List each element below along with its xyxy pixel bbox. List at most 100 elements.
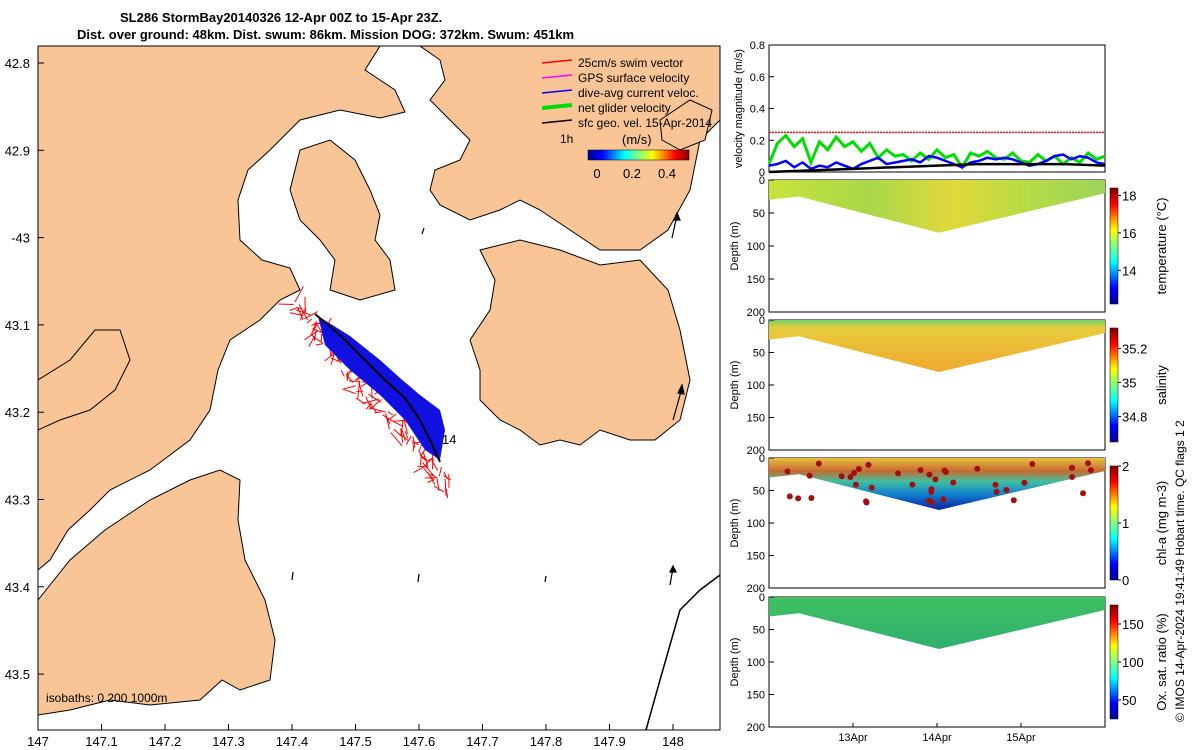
chl-sample-dot bbox=[993, 488, 1000, 495]
chl-sample-dot bbox=[847, 474, 854, 481]
map-y-tick-label: -43 bbox=[11, 231, 30, 246]
swim-vector bbox=[369, 402, 377, 413]
section-colorbar-label: chl-a (mg m-3) bbox=[1154, 481, 1169, 566]
section-colorbar bbox=[1109, 327, 1119, 443]
section-colorbar bbox=[1109, 604, 1119, 720]
map-y-tick-label: 43.2 bbox=[5, 405, 30, 420]
section-y-tick-label: 150 bbox=[747, 690, 765, 702]
section-y-tick-label: 150 bbox=[747, 551, 765, 563]
chl-sample-dot bbox=[784, 468, 791, 475]
section-y-tick-label: 100 bbox=[747, 518, 765, 530]
section-y-tick-label: 0 bbox=[759, 592, 765, 604]
chl-sample-dot bbox=[853, 481, 860, 488]
chl-sample-dot bbox=[928, 499, 935, 506]
section-y-label: Depth (m) bbox=[729, 499, 741, 548]
map-frame bbox=[37, 45, 721, 731]
swim-vector bbox=[298, 304, 308, 321]
section-y-tick-label: 0 bbox=[759, 315, 765, 327]
swim-vector bbox=[438, 466, 442, 477]
speed-colorbar-tick: 0.4 bbox=[658, 166, 676, 181]
copyright-text: © IMOS 14-Apr-2024 19:41:49 Hobart time.… bbox=[1173, 420, 1187, 722]
land-island-north bbox=[659, 99, 713, 151]
speed-colorbar: (m/s) 1h 0 0.2 0.4 bbox=[560, 132, 690, 181]
map-x-ticks: 147 147.1 147.2 147.3 147.4 147.5 147.6 147.7 14… bbox=[27, 724, 684, 749]
velocity-series-2 bbox=[768, 153, 1106, 171]
section-y-tick-label: 100 bbox=[747, 657, 765, 669]
section-y-tick-label: 200 bbox=[747, 445, 765, 457]
chl-sample-dot bbox=[786, 493, 793, 500]
chl-sample-dot bbox=[863, 499, 870, 506]
swim-vector bbox=[422, 462, 435, 477]
swim-vector bbox=[310, 320, 318, 336]
speed-colorbar-gradient bbox=[587, 149, 690, 161]
map-x-tick-label: 147 bbox=[27, 734, 49, 749]
chl-sample-dot bbox=[917, 467, 924, 474]
map-y-ticks: 42.8 42.9 -43 43.1 43.2 43.3 43.4 43.5 bbox=[5, 56, 44, 682]
speed-colorbar-tick: 0.2 bbox=[623, 166, 641, 181]
sfc-geo-arrows bbox=[291, 211, 685, 586]
legend-label: GPS surface velocity bbox=[578, 71, 689, 85]
chl-sample-dot bbox=[1069, 464, 1076, 471]
velocity-y-tick-label: 0 bbox=[759, 167, 765, 179]
velocity-y-tick-label: 0.6 bbox=[750, 72, 765, 84]
section-y-tick-label: 0 bbox=[759, 453, 765, 465]
section-colorbar-tick-label: 18 bbox=[1122, 188, 1136, 203]
swim-vector bbox=[387, 411, 393, 416]
chl-sample-dot bbox=[941, 467, 948, 474]
chl-sample-dot bbox=[795, 495, 802, 502]
swim-vector bbox=[315, 343, 324, 346]
section-y-tick-label: 200 bbox=[747, 583, 765, 595]
swim-vector bbox=[320, 334, 323, 342]
chl-sample-dot bbox=[808, 494, 815, 501]
swim-vector bbox=[417, 465, 429, 468]
chl-sample-dot bbox=[974, 465, 981, 472]
velocity-panel: 0 0.2 0.4 0.6 0.8 velocity magnitude (m/s) bbox=[733, 40, 1106, 179]
land-forestier bbox=[469, 239, 691, 446]
track-label: 14 bbox=[442, 432, 456, 447]
swim-vector bbox=[427, 471, 436, 485]
section-data-salinity bbox=[769, 320, 1105, 372]
swim-vector bbox=[404, 430, 409, 439]
legend-label: dive-avg current veloc. bbox=[578, 86, 699, 100]
title-line-1: SL286 StormBay20140326 12-Apr 00Z to 15-… bbox=[120, 10, 442, 25]
title-line-2: Dist. over ground: 48km. Dist. swum: 86k… bbox=[77, 27, 574, 42]
legend-label: net glider velocity bbox=[578, 101, 671, 115]
section-y-tick-label: 200 bbox=[747, 722, 765, 734]
map-x-tick-label: 147.5 bbox=[339, 734, 372, 749]
swim-vector bbox=[289, 307, 297, 311]
land-west bbox=[38, 46, 406, 571]
chl-sample-dot bbox=[1029, 460, 1036, 467]
isobaths-label: isobaths: 0 200 1000m bbox=[46, 691, 167, 705]
isobath-line bbox=[645, 574, 721, 731]
velocity-axes-frame bbox=[768, 44, 1106, 173]
chl-sample-dot bbox=[1010, 497, 1017, 504]
section-x-tick-label: 13Apr bbox=[838, 732, 868, 744]
swim-vector bbox=[358, 382, 364, 397]
swim-vector bbox=[390, 432, 403, 447]
swim-vector bbox=[296, 307, 304, 321]
swim-vector bbox=[343, 385, 356, 390]
chl-sample-dot bbox=[1087, 467, 1094, 474]
section-colorbar-tick-label: 14 bbox=[1122, 263, 1136, 278]
section-y-tick-label: 100 bbox=[747, 241, 765, 253]
swim-vector bbox=[419, 456, 422, 466]
section-y-tick-label: 0 bbox=[759, 175, 765, 187]
chl-sample-dot bbox=[1003, 486, 1010, 493]
swim-vector bbox=[413, 465, 426, 473]
velocity-y-label: velocity magnitude (m/s) bbox=[733, 49, 745, 168]
map-x-tick-label: 147.8 bbox=[530, 734, 563, 749]
chl-sample-dot bbox=[1080, 490, 1087, 497]
chl-sample-dot bbox=[926, 471, 933, 478]
velocity-y-tick-label: 0.2 bbox=[750, 135, 765, 147]
swim-vector bbox=[312, 324, 318, 332]
map-x-tick-label: 148 bbox=[662, 734, 684, 749]
map-x-tick-label: 147.9 bbox=[593, 734, 626, 749]
swim-vector bbox=[403, 418, 408, 434]
section-colorbar-tick-label: 1 bbox=[1122, 516, 1129, 531]
section-colorbar-tick-label: 2 bbox=[1122, 459, 1129, 474]
speed-colorbar-unit: (m/s) bbox=[622, 132, 652, 147]
section-colorbar-tick-label: 35 bbox=[1122, 375, 1136, 390]
map-x-tick-label: 147.6 bbox=[403, 734, 436, 749]
map-y-tick-label: 43.4 bbox=[5, 580, 30, 595]
